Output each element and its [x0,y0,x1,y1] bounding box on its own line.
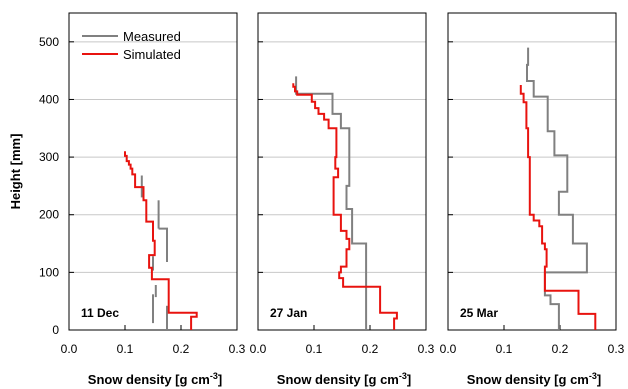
x-axis-label: Snow density [g cm-3] [277,371,411,387]
x-tick-label: 0.2 [552,342,569,356]
series-simulated-line [292,83,398,330]
panel-frame [447,12,617,331]
panel-label: 25 Mar [460,306,498,320]
x-tick-label: 0.0 [61,342,78,356]
x-tick-label: 0.2 [173,342,190,356]
series-simulated-line [519,85,597,330]
x-tick-label: 0.3 [418,342,435,356]
y-tick-label: 400 [39,92,59,106]
panel-label: 27 Jan [270,306,307,320]
y-tick-label: 500 [39,35,59,49]
y-tick-label: 0 [52,323,59,337]
legend-label: Simulated [123,47,181,62]
x-axis-label: Snow density [g cm-3] [88,371,222,387]
x-tick-label: 0.2 [362,342,379,356]
x-tick-label: 0.1 [117,342,134,356]
x-tick-label: 0.0 [250,342,267,356]
y-axis-label: Height [mm] [8,134,23,210]
x-axis-label: Snow density [g cm-3] [467,371,601,387]
x-tick-label: 0.1 [496,342,513,356]
y-tick-label: 200 [39,208,59,222]
series-measured-line [526,47,588,330]
series-measured-line [295,76,368,330]
panel-frame [257,12,427,331]
series-measured-line [158,227,168,262]
x-tick-label: 0.0 [440,342,457,356]
panel-label: 11 Dec [81,306,119,320]
x-tick-label: 0.3 [229,342,246,356]
y-tick-label: 100 [39,265,59,279]
x-tick-label: 0.1 [306,342,323,356]
y-tick-label: 300 [39,150,59,164]
panel-frame [68,12,238,331]
legend-label: Measured [123,29,181,44]
x-tick-label: 0.3 [608,342,625,356]
series-simulated-line [124,151,198,330]
